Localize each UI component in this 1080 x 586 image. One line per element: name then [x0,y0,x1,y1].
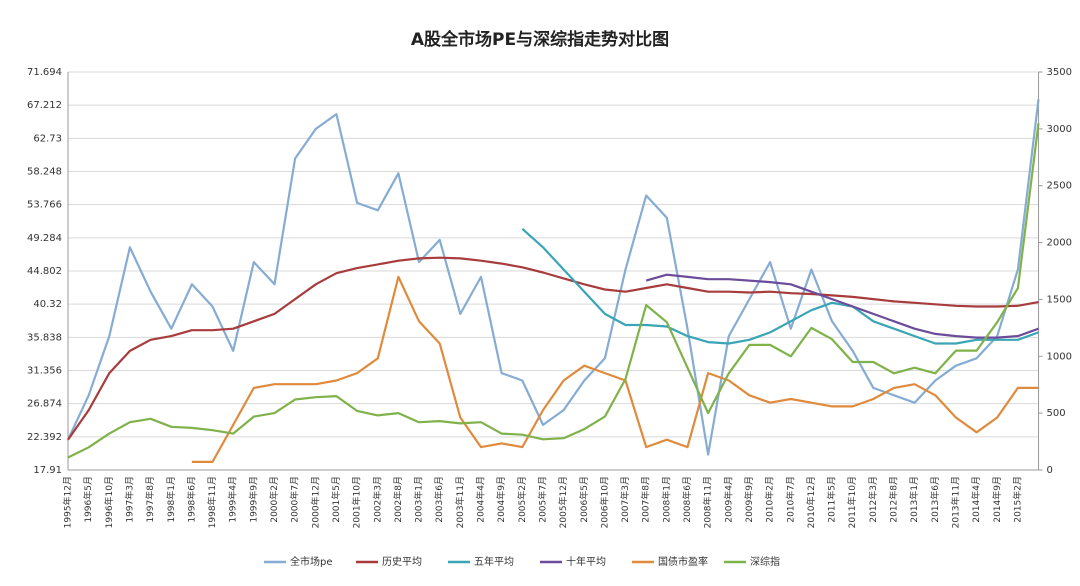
x-tick-label: 2011年10月 [846,476,858,528]
x-tick-label: 2001年5月 [330,476,342,523]
x-tick-label: 2014年4月 [970,476,982,523]
x-tick-label: 2011年5月 [826,476,838,523]
x-tick-label: 1996年10月 [103,476,115,528]
x-tick-label: 2010年7月 [784,476,796,523]
series-line [67,99,1040,456]
x-tick-label: 2013年1月 [908,476,920,523]
x-tick-label: 1999年4月 [227,476,239,523]
y-tick-label: 53.766 [27,200,62,211]
x-tick-label: 2014年9月 [991,476,1003,523]
x-tick-label: 2005年12月 [557,476,569,528]
y-tick-label: 44.802 [27,266,62,277]
x-tick-label: 1998年6月 [185,476,197,523]
y2-tick-label: 0 [1047,465,1053,476]
x-tick-label: 2009年9月 [743,476,755,523]
x-tick-label: 2003年1月 [413,476,425,523]
x-tick-label: 2006年5月 [578,476,590,523]
series-line [645,273,1039,339]
y2-tick-label: 3500 [1047,67,1072,78]
x-tick-label: 2008年11月 [702,476,714,528]
x-tick-label: 2013年11月 [949,476,961,528]
x-tick-label: 2009年4月 [722,476,734,523]
x-tick-label: 2006年10月 [598,476,610,528]
x-tick-label: 1998年11月 [206,476,218,528]
y-tick-label: 49.284 [27,233,62,244]
x-tick-label: 2004年4月 [475,476,487,523]
x-tick-label: 2015年2月 [1011,476,1023,523]
y-tick-label: 31.356 [27,366,62,377]
y2-tick-label: 3000 [1047,124,1072,135]
y-tick-label: 67.212 [27,100,62,111]
x-tick-label: 1998年1月 [165,476,177,523]
x-tick-label: 2000年12月 [309,476,321,528]
series-line [521,227,1039,345]
y2-tick-label: 2500 [1047,181,1072,192]
y-tick-label: 22.392 [27,432,62,443]
legend-label: 全市场pe [290,555,333,568]
x-tick-label: 2000年7月 [289,476,301,523]
x-tick-label: 2003年6月 [433,476,445,523]
y2-tick-label: 500 [1047,408,1066,419]
x-tick-label: 2010年2月 [764,476,776,523]
x-tick-label: 2007年8月 [640,476,652,523]
x-tick-label: 2001年10月 [351,476,363,528]
legend-label: 十年平均 [566,555,606,568]
x-tick-label: 2004年9月 [495,476,507,523]
x-tick-label: 2012年8月 [888,476,900,523]
y-tick-label: 71.694 [27,67,62,78]
x-tick-label: 2008年6月 [681,476,693,523]
legend-label: 历史平均 [382,556,422,568]
x-tick-label: 1996年5月 [82,476,94,523]
x-tick-label: 2000年2月 [268,476,280,523]
x-tick-label: 2010年12月 [805,476,817,528]
series-line [67,256,1039,441]
y2-tick-label: 1000 [1047,351,1072,362]
y2-tick-label: 1500 [1047,294,1072,305]
x-tick-label: 2005年7月 [536,476,548,523]
x-tick-label: 2007年3月 [619,476,631,523]
x-tick-label: 1997年3月 [123,476,135,523]
series-line [67,123,1040,459]
x-tick-label: 1997年8月 [144,476,156,523]
y-tick-label: 62.73 [33,133,62,144]
y2-tick-label: 2000 [1047,238,1072,249]
y-tick-label: 26.874 [27,399,62,410]
x-tick-label: 2005年2月 [516,476,528,523]
y-tick-label: 40.32 [33,299,62,310]
legend-label: 国债市盈率 [658,555,708,568]
series-line [191,275,1039,463]
y-tick-label: 17.91 [33,465,62,476]
x-tick-label: 2013年6月 [929,476,941,523]
x-tick-label: 2008年1月 [660,476,672,523]
x-tick-label: 2002年3月 [371,476,383,523]
legend-label: 深综指 [750,555,780,568]
chart-title: A股全市场PE与深综指走势对比图 [411,29,669,50]
legend-label: 五年平均 [474,555,514,568]
y-tick-label: 58.248 [27,167,62,178]
x-tick-label: 2002年8月 [392,476,404,523]
x-tick-label: 1999年9月 [247,476,259,523]
x-tick-label: 2003年11月 [454,476,466,528]
y-tick-label: 35.838 [27,332,62,343]
x-tick-label: 2012年3月 [867,476,879,523]
x-tick-label: 1995年12月 [62,476,74,528]
